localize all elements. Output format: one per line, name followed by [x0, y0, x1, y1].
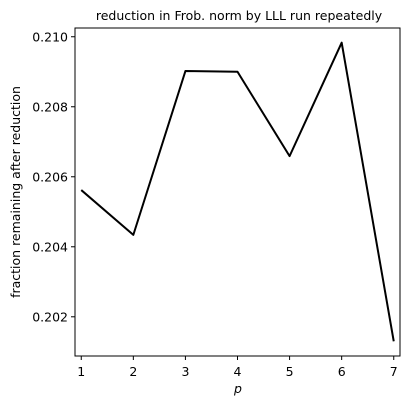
y-tick-label: 0.208 — [32, 99, 68, 114]
x-axis: 1 2 3 4 5 6 7 — [77, 356, 398, 379]
x-tick-label: 2 — [129, 364, 137, 379]
x-tick-label: 5 — [286, 364, 294, 379]
x-axis-label: p — [233, 381, 242, 396]
plot-frame — [74, 27, 401, 357]
x-tick-label: 7 — [390, 364, 398, 379]
series-line — [80, 41, 395, 342]
y-tick-label: 0.202 — [32, 309, 68, 324]
y-axis: 0.202 0.204 0.206 0.208 0.210 — [32, 29, 75, 324]
x-tick-label: 6 — [338, 364, 346, 379]
y-tick-label: 0.210 — [32, 29, 68, 44]
y-axis-label: fraction remaining after reduction — [8, 86, 23, 298]
x-tick-label: 4 — [234, 364, 242, 379]
chart-title: reduction in Frob. norm by LLL run repea… — [96, 8, 383, 23]
x-tick-label: 3 — [181, 364, 189, 379]
y-tick-label: 0.206 — [32, 169, 68, 184]
x-tick-label: 1 — [77, 364, 85, 379]
y-tick-label: 0.204 — [32, 239, 68, 254]
